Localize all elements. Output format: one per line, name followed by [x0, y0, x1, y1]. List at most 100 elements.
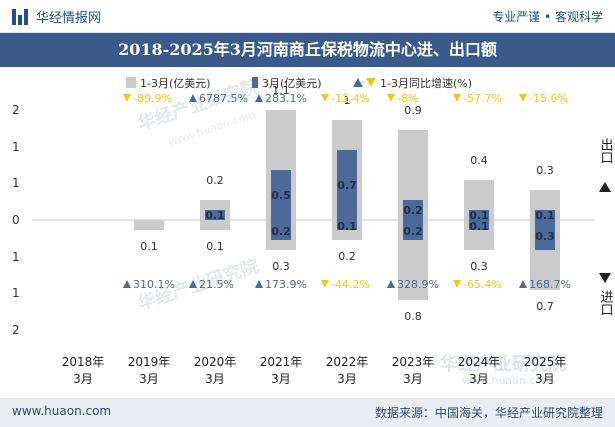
yoy-down-icon	[387, 94, 395, 102]
label-export-cum: 0.9	[404, 104, 422, 117]
x-tick-label: 3月	[139, 372, 159, 386]
bar-export-mar	[535, 210, 555, 220]
yoy-down-icon	[321, 94, 329, 102]
footer-site: www.huaon.com	[12, 404, 112, 418]
yoy-down-icon	[453, 280, 461, 288]
label-import-mar: 0.1	[469, 220, 489, 233]
label-import-yoy: -65.4%	[463, 278, 502, 291]
label-import-yoy: 173.9%	[265, 278, 307, 291]
yoy-down-icon	[123, 94, 131, 102]
y-tick-label: 1	[12, 250, 20, 264]
label-import-yoy: -44.2%	[331, 278, 370, 291]
label-export-cum: 1	[344, 94, 351, 107]
label-import-yoy: 310.1%	[133, 278, 175, 291]
yoy-up-icon	[189, 94, 197, 102]
label-export-cum: 0.2	[206, 174, 224, 187]
legend-mar-swatch	[252, 77, 258, 88]
x-tick-label: 3月	[469, 372, 489, 386]
label-export-cum: 1.1	[272, 84, 290, 97]
chart: 华经产业研究院www.huaon.com华经产业研究院华经产业研究院www.hu…	[12, 75, 614, 387]
bar-import-mar	[337, 220, 357, 230]
label-export-mar: 0.5	[271, 189, 291, 202]
x-tick-label: 3月	[337, 372, 357, 386]
x-tick-label: 2023年	[392, 355, 435, 369]
label-import-cum: 0.3	[470, 260, 488, 273]
y-tick-label: 1	[12, 176, 20, 190]
label-export-yoy: -15.6%	[529, 92, 568, 105]
x-tick-label: 3月	[271, 372, 291, 386]
yoy-up-icon	[255, 94, 263, 102]
chart-title: 2018-2025年3月河南商丘保税物流中心进、出口额	[0, 33, 615, 67]
label-import-yoy: 168.7%	[529, 278, 571, 291]
label-import-cum: 0.7	[536, 300, 554, 313]
bar-import-mar	[469, 220, 489, 230]
bar-import-mar	[535, 220, 555, 250]
legend-yoy-label: 1-3月同比增速(%)	[380, 76, 472, 90]
label-export-yoy: -57.7%	[463, 92, 502, 105]
side-up-arrow-icon	[599, 182, 611, 192]
bar-export-mar	[271, 170, 291, 220]
footer-source: 数据来源：中国海关，华经产业研究院整理	[374, 406, 603, 420]
label-import-cum: 0.3	[272, 260, 290, 273]
yoy-up-icon	[255, 280, 263, 288]
bar-import-cum	[134, 220, 164, 230]
legend-up-icon	[353, 78, 363, 87]
x-tick-label: 2018年	[62, 355, 105, 369]
label-import-cum: 0.2	[338, 250, 356, 263]
label-import-cum: 0.8	[404, 310, 422, 323]
label-import-mar: 0.2	[271, 225, 291, 238]
brand: 华经情报网	[12, 7, 101, 26]
tagline: 专业严谨 • 客观科学	[492, 10, 603, 24]
brand-logo-icon	[12, 8, 30, 25]
watermark-url: www.huaon.com	[462, 374, 553, 387]
yoy-up-icon	[123, 280, 131, 288]
label-export-yoy: -89.9%	[133, 92, 172, 105]
y-tick-label: 0	[12, 213, 20, 227]
side-label-import: 进口	[598, 290, 614, 316]
bar-export-mar	[469, 210, 489, 220]
yoy-down-icon	[321, 280, 329, 288]
label-export-yoy: -8%	[397, 92, 418, 105]
x-tick-label: 3月	[535, 372, 555, 386]
footer: www.huaon.com 数据来源：中国海关，华经产业研究院整理	[0, 398, 615, 427]
y-tick-label: 1	[12, 286, 20, 300]
label-import-yoy: 21.5%	[199, 278, 234, 291]
yoy-up-icon	[387, 280, 395, 288]
label-export-cum: 0.4	[470, 154, 488, 167]
yoy-up-icon	[519, 280, 527, 288]
legend-cum-label: 1-3月(亿美元)	[140, 77, 211, 90]
watermark: 华经产业研究院	[440, 353, 566, 375]
bar-import-cum	[200, 220, 230, 230]
yoy-down-icon	[453, 94, 461, 102]
label-export-mar: 0.1	[469, 209, 489, 222]
label-import-mar: 0.1	[337, 220, 357, 233]
label-export-yoy: -12.4%	[331, 92, 370, 105]
x-tick-label: 2024年	[458, 355, 501, 369]
side-down-arrow-icon	[599, 273, 611, 283]
y-tick-label: 2	[12, 103, 20, 117]
label-export-mar: 0.2	[403, 204, 423, 217]
yoy-down-icon	[519, 94, 527, 102]
label-import-cum: 0.1	[206, 240, 224, 253]
bar-import-mar	[403, 220, 423, 240]
label-import-mar: 0.3	[535, 230, 555, 243]
label-import-mar: 0.2	[403, 225, 423, 238]
x-tick-label: 3月	[403, 372, 423, 386]
x-tick-label: 2020年	[194, 355, 237, 369]
legend-down-icon	[366, 78, 376, 87]
bar-export-mar	[403, 200, 423, 220]
label-export-yoy: 6787.5%	[199, 92, 248, 105]
x-tick-label: 3月	[205, 372, 225, 386]
x-tick-label: 2025年	[524, 355, 567, 369]
bar-export-mar	[205, 210, 225, 220]
bar-import-mar	[271, 220, 291, 240]
label-export-mar: 0.1	[535, 209, 555, 222]
yoy-up-icon	[189, 280, 197, 288]
label-import-cum: 0.1	[140, 240, 158, 253]
legend-mar-label: 3月(亿美元)	[262, 77, 322, 90]
label-export-mar: 0.1	[205, 209, 225, 222]
x-tick-label: 2022年	[326, 355, 369, 369]
x-tick-label: 2019年	[128, 355, 171, 369]
bar-export-mar	[337, 150, 357, 220]
top-bar: 华经情报网 专业严谨 • 客观科学	[0, 0, 615, 33]
